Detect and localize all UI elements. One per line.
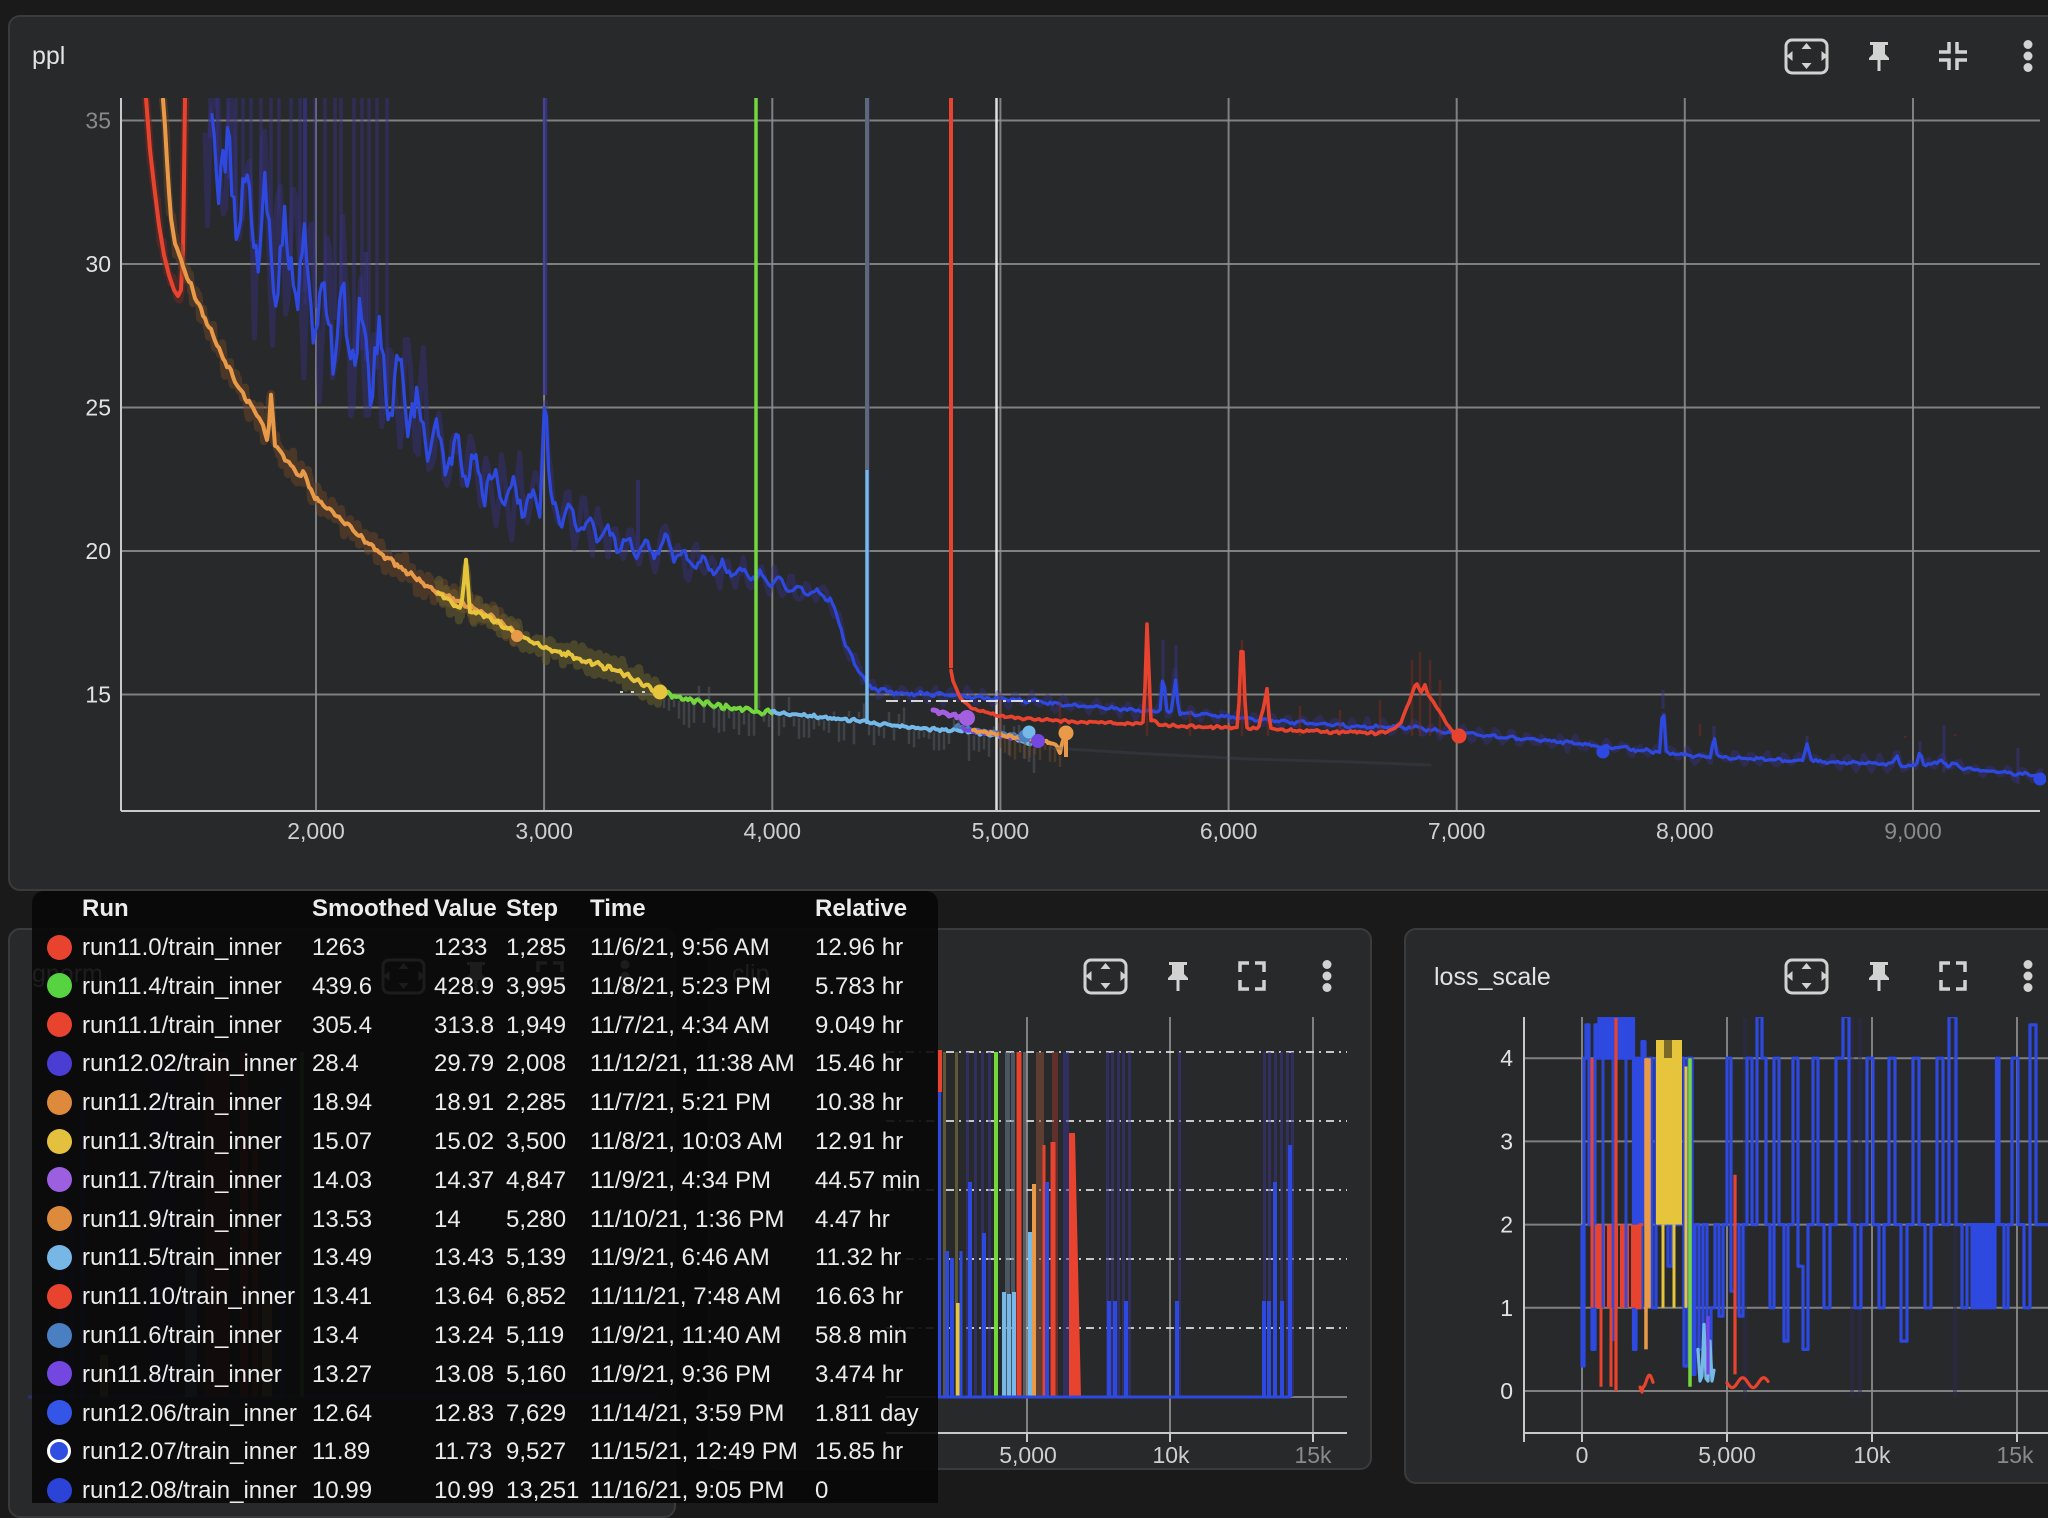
- svg-text:2,000: 2,000: [287, 818, 345, 844]
- svg-text:15k: 15k: [1996, 1442, 2034, 1468]
- svg-text:9,000: 9,000: [1884, 818, 1942, 844]
- svg-text:10k: 10k: [1152, 1442, 1190, 1468]
- svg-text:20: 20: [85, 538, 111, 564]
- svg-text:5,000: 5,000: [1698, 1442, 1756, 1468]
- svg-text:0: 0: [1500, 1378, 1513, 1404]
- svg-text:6,000: 6,000: [1200, 818, 1258, 844]
- svg-text:loss_scale: loss_scale: [1434, 963, 1551, 991]
- svg-text:4,000: 4,000: [744, 818, 802, 844]
- svg-text:5,000: 5,000: [999, 1442, 1057, 1468]
- svg-text:3: 3: [1500, 1128, 1513, 1154]
- svg-text:5,000: 5,000: [972, 818, 1030, 844]
- svg-text:1: 1: [1500, 1295, 1513, 1321]
- svg-text:3,000: 3,000: [515, 818, 573, 844]
- svg-text:15: 15: [85, 682, 111, 708]
- svg-text:ppl: ppl: [32, 42, 65, 70]
- svg-text:30: 30: [85, 251, 111, 277]
- svg-text:35: 35: [85, 108, 111, 134]
- svg-text:15k: 15k: [1294, 1442, 1332, 1468]
- svg-text:4: 4: [1500, 1045, 1513, 1071]
- svg-text:2: 2: [1500, 1212, 1513, 1238]
- svg-text:7,000: 7,000: [1428, 818, 1486, 844]
- svg-text:10k: 10k: [1853, 1442, 1891, 1468]
- svg-text:25: 25: [85, 395, 111, 421]
- svg-text:8,000: 8,000: [1656, 818, 1714, 844]
- svg-text:0: 0: [1576, 1442, 1589, 1468]
